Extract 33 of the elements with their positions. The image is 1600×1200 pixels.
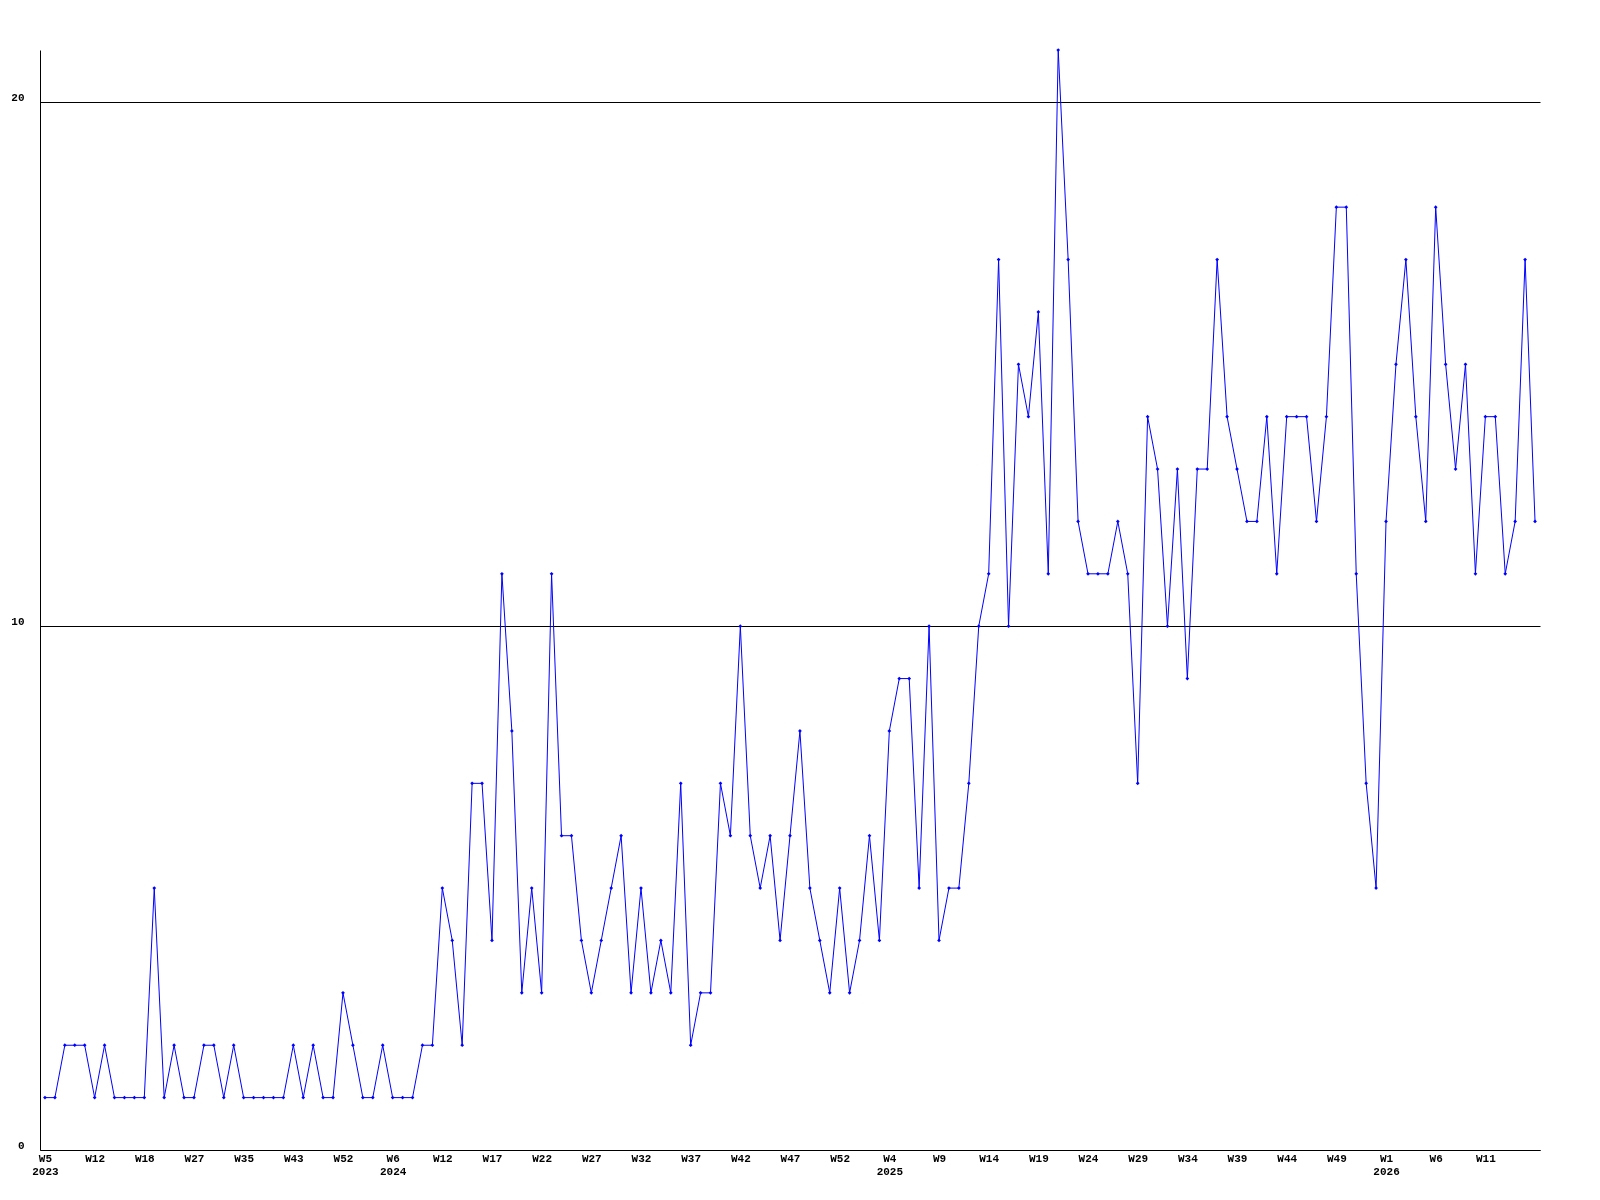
x-tick-label: W29 — [1128, 1152, 1149, 1165]
y-tick-label: 0 — [17, 1139, 25, 1152]
x-tick-label: W4 2025 — [876, 1152, 904, 1178]
x-tick-label: W19 — [1028, 1152, 1049, 1165]
x-tick-label: W24 — [1078, 1152, 1099, 1165]
x-tick-label: W52 — [333, 1152, 354, 1165]
x-tick-label: W49 — [1326, 1152, 1347, 1165]
x-tick-label: W12 — [85, 1152, 106, 1165]
x-tick-label: W5 2023 — [32, 1152, 60, 1178]
x-tick-label: W12 — [432, 1152, 453, 1165]
y-tick-label: 10 — [11, 615, 25, 628]
x-tick-label: W6 2024 — [379, 1152, 407, 1178]
x-tick-label: W27 — [581, 1152, 602, 1165]
x-tick-label: W17 — [482, 1152, 503, 1165]
x-tick-label: W43 — [283, 1152, 305, 1165]
x-tick-label: W27 — [184, 1152, 205, 1165]
y-tick-label: 20 — [11, 91, 25, 104]
x-tick-label: W14 — [979, 1152, 1000, 1165]
x-tick-label: W18 — [134, 1152, 156, 1165]
x-tick-label: W6 — [1429, 1152, 1443, 1165]
x-tick-label: W44 — [1277, 1152, 1298, 1165]
x-tick-label: W52 — [830, 1152, 851, 1165]
x-tick-label: W39 — [1227, 1152, 1248, 1165]
x-tick-label: W35 — [234, 1152, 255, 1165]
x-tick-label: W32 — [631, 1152, 652, 1165]
x-tick-label: W37 — [681, 1152, 702, 1165]
x-tick-label: W9 — [932, 1152, 947, 1165]
x-tick-label: W11 — [1475, 1152, 1497, 1165]
x-tick-label: W22 — [532, 1152, 553, 1165]
x-tick-label: W42 — [730, 1152, 751, 1165]
x-tick-label: W47 — [780, 1152, 801, 1165]
x-tick-label: W1 2026 — [1373, 1152, 1400, 1178]
x-tick-label: W34 — [1177, 1152, 1199, 1165]
